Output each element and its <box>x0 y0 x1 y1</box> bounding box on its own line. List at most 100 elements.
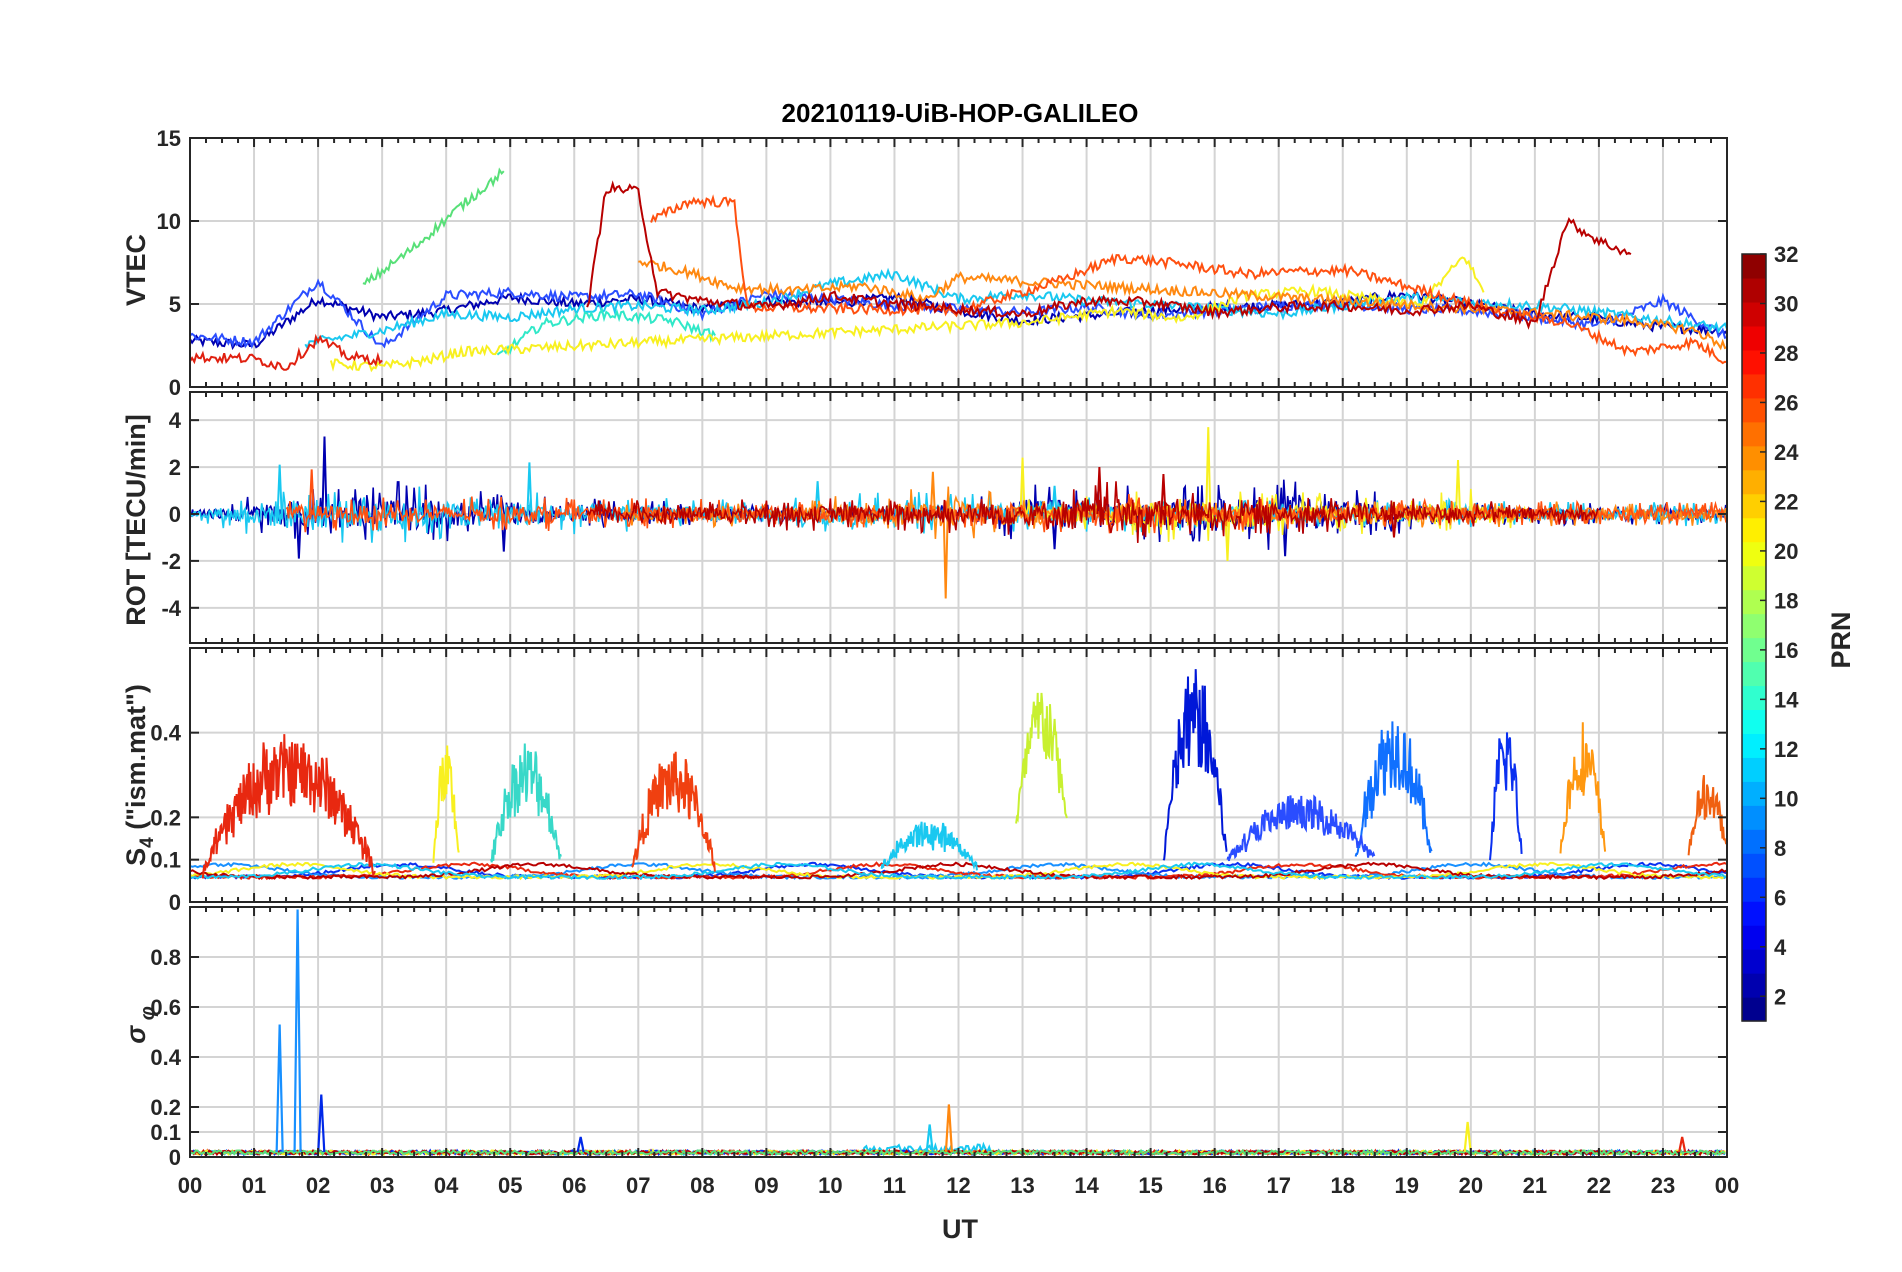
y-tick-label: 0.1 <box>150 1120 181 1145</box>
y-tick-label: 2 <box>169 455 181 480</box>
series-group <box>190 167 1727 373</box>
colorbar-tick-label: 32 <box>1774 242 1798 267</box>
vtec-series-line <box>304 267 1727 351</box>
s4-series-line <box>201 734 376 879</box>
y-tick-label: -4 <box>161 596 181 621</box>
colorbar-segment <box>1742 925 1766 950</box>
x-tick-label: 14 <box>1074 1173 1099 1198</box>
x-tick-label: 05 <box>498 1173 522 1198</box>
vtec-series-line <box>362 167 505 286</box>
vtec-series-line <box>650 194 1727 365</box>
x-tick-label: 06 <box>562 1173 586 1198</box>
x-tick-label: 00 <box>1715 1173 1739 1198</box>
colorbar-segment <box>1742 709 1766 734</box>
colorbar-segment <box>1742 853 1766 878</box>
y-tick-label: 0.8 <box>150 945 181 970</box>
rot-spike <box>276 464 283 515</box>
rot-spike <box>1205 427 1212 515</box>
vtec-ylabel: VTEC <box>121 234 151 306</box>
x-tick-label: 21 <box>1523 1173 1547 1198</box>
s4-series-line <box>1226 794 1376 862</box>
colorbar-tick-label: 12 <box>1774 737 1798 762</box>
colorbar-segment <box>1742 469 1766 495</box>
s4-series-line <box>631 751 716 872</box>
colorbar-tick-label: 18 <box>1774 588 1798 613</box>
x-tick-label: 00 <box>178 1173 202 1198</box>
x-tick-label: 13 <box>1010 1173 1034 1198</box>
colorbar-segment <box>1742 565 1766 591</box>
panel-rot: -4 -2 0 2 4 <box>161 391 1728 644</box>
vtec-series-line <box>329 256 1485 373</box>
s4-series-line <box>1489 732 1523 861</box>
colorbar-label: PRN <box>1826 611 1856 668</box>
colorbar-tick-label: 22 <box>1774 489 1798 514</box>
colorbar-tick-label: 24 <box>1774 440 1799 465</box>
sigma-spike <box>576 1136 585 1153</box>
s4-series-line <box>1687 774 1727 856</box>
rot-spike <box>929 471 936 515</box>
colorbar-segment <box>1742 589 1766 615</box>
x-tick-label: 16 <box>1202 1173 1226 1198</box>
colorbar-segment <box>1742 325 1766 351</box>
colorbar-segment <box>1742 685 1766 711</box>
x-tick-label: 08 <box>690 1173 714 1198</box>
rot-spike <box>1224 513 1231 561</box>
x-tick-label: 22 <box>1587 1173 1611 1198</box>
colorbar-segment <box>1742 829 1766 854</box>
colorbar-tick-label: 16 <box>1774 638 1798 663</box>
x-tick-label: 07 <box>626 1173 650 1198</box>
y-tick-label: 15 <box>157 126 181 151</box>
sigma-spike <box>317 1094 326 1153</box>
colorbar-frame <box>1741 253 1767 1022</box>
sigma-spike <box>275 1024 284 1153</box>
y-tick-label: 0.2 <box>150 805 181 830</box>
colorbar-segment <box>1742 445 1766 471</box>
y-tick-label: 0 <box>169 1145 181 1170</box>
sigma-spike <box>293 909 302 1153</box>
s4-baseline-line <box>190 861 1727 881</box>
colorbar-segment <box>1742 421 1766 447</box>
rot-spike <box>295 513 302 559</box>
colorbar-segment <box>1742 397 1766 423</box>
y-tick-label: 0.2 <box>150 1095 181 1120</box>
series-group <box>190 669 1727 881</box>
s4-series-line <box>1354 721 1433 857</box>
colorbar-segment <box>1742 541 1766 567</box>
rot-spike <box>1455 459 1462 515</box>
x-tick-label: 23 <box>1651 1173 1675 1198</box>
colorbar-segment <box>1742 733 1766 758</box>
colorbar-segment <box>1742 757 1766 782</box>
x-tick-label: 11 <box>883 1173 906 1198</box>
colorbar-segment <box>1742 254 1766 279</box>
y-tick-label: 10 <box>157 209 181 234</box>
colorbar-segment <box>1742 493 1766 519</box>
y-tick-label: 0.4 <box>150 721 181 746</box>
rot-spike <box>1096 467 1103 515</box>
panel-s4: 0 0.1 0.2 0.4 <box>150 647 1728 915</box>
y-tick-label: 0 <box>169 890 181 915</box>
colorbar-segment <box>1742 301 1766 327</box>
colorbar-segment <box>1742 517 1766 543</box>
s4-series-line <box>432 745 460 863</box>
colorbar-tick-label: 20 <box>1774 539 1798 564</box>
sigma-spike <box>944 1104 953 1153</box>
x-tick-label: 18 <box>1331 1173 1355 1198</box>
rot-spike <box>526 462 533 515</box>
s4-series-line <box>1015 692 1068 824</box>
vtec-series-line <box>190 333 383 371</box>
s4-ylabel: S4 ("ism.mat") <box>121 684 158 866</box>
x-tick-labels: 00 01 02 03 04 05 06 07 08 09 10 11 12 13 14 15 16 17 18 19… <box>178 1173 1739 1198</box>
y-tick-label: 0.4 <box>150 1045 181 1070</box>
colorbar-segment <box>1742 349 1766 375</box>
rot-spike <box>308 469 315 515</box>
sigma-spike <box>1463 1121 1472 1153</box>
colorbar-segment <box>1742 997 1766 1022</box>
x-tick-label: 03 <box>370 1173 394 1198</box>
y-tick-label: 0 <box>169 375 181 400</box>
rot-spike <box>1019 457 1026 515</box>
rot-spike <box>321 436 328 515</box>
colorbar-segment <box>1742 277 1766 303</box>
y-tick-label: 0.1 <box>150 848 181 873</box>
y-tick-label: 4 <box>169 408 182 433</box>
